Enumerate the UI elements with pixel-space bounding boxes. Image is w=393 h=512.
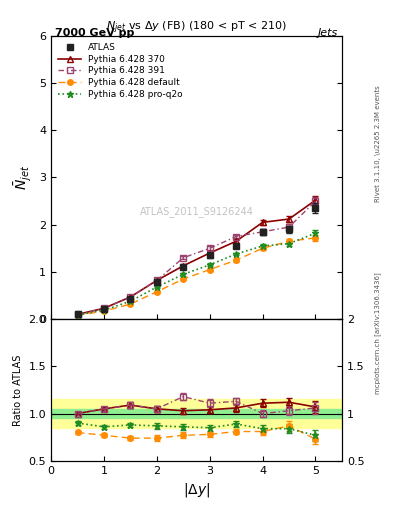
- Text: Jets: Jets: [318, 28, 338, 38]
- Text: 7000 GeV pp: 7000 GeV pp: [55, 28, 134, 38]
- Bar: [51, 399, 342, 428]
- Legend: ATLAS, Pythia 6.428 370, Pythia 6.428 391, Pythia 6.428 default, Pythia 6.428 pr: ATLAS, Pythia 6.428 370, Pythia 6.428 39…: [55, 40, 185, 101]
- Text: ATLAS_2011_S9126244: ATLAS_2011_S9126244: [140, 206, 253, 217]
- Y-axis label: $\bar{N}_{jet}$: $\bar{N}_{jet}$: [13, 165, 33, 190]
- Text: mcplots.cern.ch [arXiv:1306.3436]: mcplots.cern.ch [arXiv:1306.3436]: [375, 272, 381, 394]
- Y-axis label: Ratio to ATLAS: Ratio to ATLAS: [13, 354, 23, 425]
- Text: Rivet 3.1.10, \u2265 2.3M events: Rivet 3.1.10, \u2265 2.3M events: [375, 85, 381, 202]
- Title: $N_{jet}$ vs $\Delta y$ (FB) (180 < pT < 210): $N_{jet}$ vs $\Delta y$ (FB) (180 < pT <…: [106, 19, 287, 36]
- X-axis label: $|\Delta y|$: $|\Delta y|$: [183, 481, 210, 499]
- Bar: [51, 409, 342, 418]
